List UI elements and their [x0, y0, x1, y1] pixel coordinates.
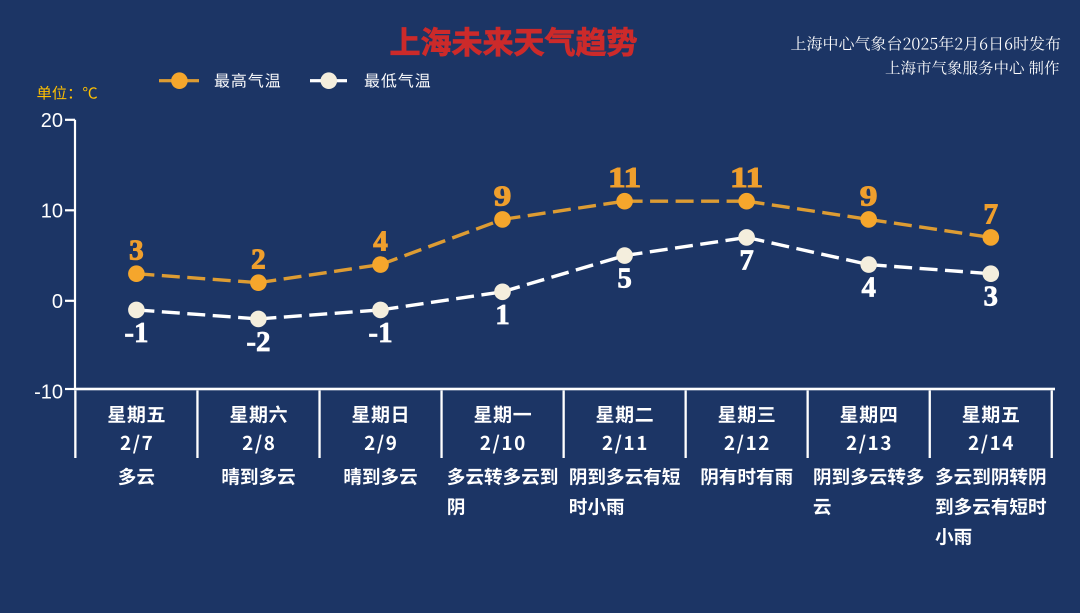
svg-text:3: 3 — [129, 235, 144, 267]
svg-text:7: 7 — [984, 198, 999, 230]
svg-text:4: 4 — [861, 272, 876, 304]
svg-text:-1: -1 — [124, 317, 148, 349]
svg-text:9: 9 — [494, 180, 512, 212]
svg-text:11: 11 — [608, 162, 641, 194]
svg-text:-2: -2 — [246, 326, 270, 358]
svg-text:9: 9 — [860, 180, 878, 212]
svg-text:20: 20 — [41, 110, 63, 132]
svg-text:11: 11 — [730, 162, 763, 194]
svg-text:-10: -10 — [34, 382, 63, 404]
svg-text:1: 1 — [495, 299, 510, 331]
svg-text:4: 4 — [373, 226, 388, 258]
svg-text:5: 5 — [617, 263, 632, 295]
svg-text:2: 2 — [251, 244, 266, 276]
svg-text:3: 3 — [984, 281, 999, 313]
svg-text:-1: -1 — [368, 317, 392, 349]
svg-text:10: 10 — [41, 201, 63, 223]
svg-text:7: 7 — [739, 244, 754, 276]
svg-text:0: 0 — [52, 291, 63, 313]
